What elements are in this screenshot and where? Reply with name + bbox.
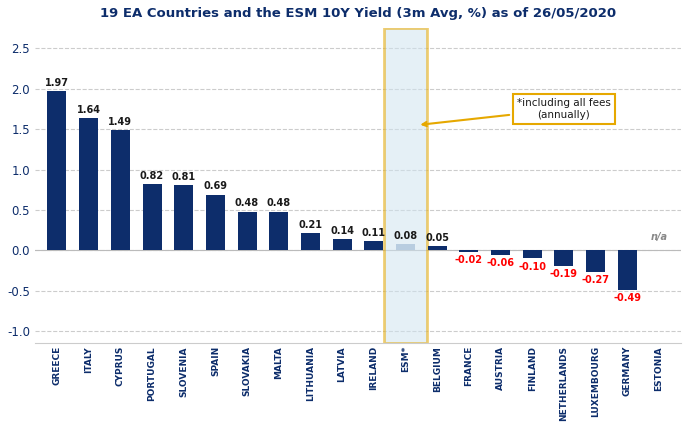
Text: -0.27: -0.27 xyxy=(581,275,610,285)
Text: -0.02: -0.02 xyxy=(455,255,483,265)
Bar xyxy=(47,91,67,250)
Bar xyxy=(301,233,320,250)
Text: -0.19: -0.19 xyxy=(550,269,578,279)
Bar xyxy=(142,184,162,250)
Bar xyxy=(523,250,541,259)
Bar xyxy=(269,211,288,250)
Bar xyxy=(555,250,573,266)
Text: 0.14: 0.14 xyxy=(330,226,354,236)
Bar xyxy=(618,250,636,290)
Bar xyxy=(396,244,415,250)
Text: 1.49: 1.49 xyxy=(108,117,132,127)
Text: -0.10: -0.10 xyxy=(518,262,546,272)
Text: -0.49: -0.49 xyxy=(613,293,641,303)
Text: *including all fees
(annually): *including all fees (annually) xyxy=(422,98,611,126)
Bar xyxy=(396,244,415,250)
Bar xyxy=(491,250,510,255)
Text: 0.11: 0.11 xyxy=(362,228,386,238)
Bar xyxy=(237,211,257,250)
Text: 1.97: 1.97 xyxy=(45,78,69,88)
Text: -0.06: -0.06 xyxy=(486,259,515,268)
Bar xyxy=(332,239,352,250)
Bar xyxy=(206,195,225,250)
Bar xyxy=(460,250,478,252)
Text: 0.48: 0.48 xyxy=(267,198,291,208)
Bar xyxy=(586,250,605,272)
Text: 0.05: 0.05 xyxy=(425,233,449,243)
Bar xyxy=(79,118,98,250)
Bar xyxy=(174,185,193,250)
Bar xyxy=(428,246,447,250)
Text: 0.21: 0.21 xyxy=(299,220,323,230)
Text: 0.69: 0.69 xyxy=(204,181,227,191)
Bar xyxy=(364,241,383,250)
Text: n/a: n/a xyxy=(650,232,667,242)
Bar xyxy=(111,130,130,250)
Title: 19 EA Countries and the ESM 10Y Yield (3m Avg, %) as of 26/05/2020: 19 EA Countries and the ESM 10Y Yield (3… xyxy=(100,7,616,20)
Text: 0.08: 0.08 xyxy=(394,231,418,241)
Text: 0.82: 0.82 xyxy=(140,171,164,181)
Text: 0.81: 0.81 xyxy=(171,172,196,181)
FancyBboxPatch shape xyxy=(384,28,427,343)
Text: 0.48: 0.48 xyxy=(235,198,259,208)
Text: 1.64: 1.64 xyxy=(76,104,100,115)
